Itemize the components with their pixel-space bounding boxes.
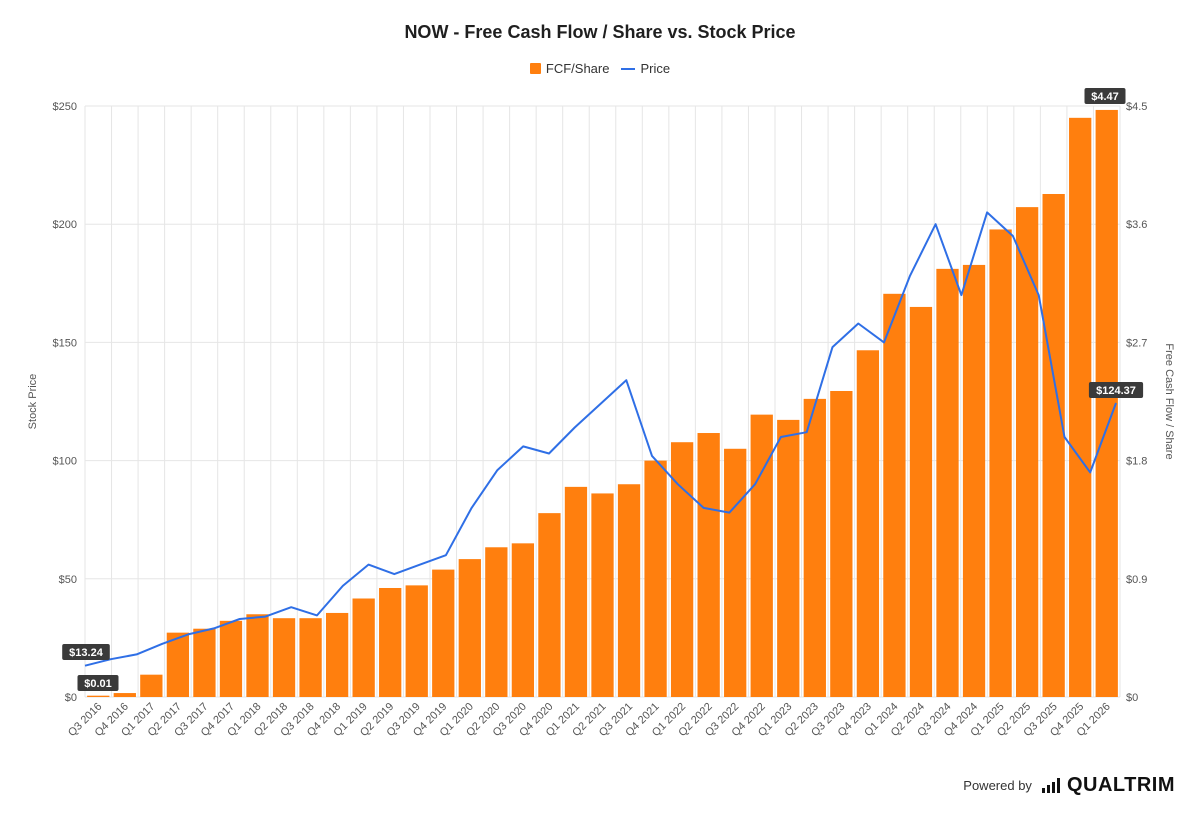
fcf-bar bbox=[1069, 117, 1092, 697]
fcf-bar bbox=[87, 695, 110, 697]
fcf-bar bbox=[379, 587, 402, 697]
callout-fcf-end-label: $4.47 bbox=[1091, 91, 1119, 103]
y-left-tick-label: $250 bbox=[53, 101, 77, 113]
y-left-tick-label: $50 bbox=[59, 574, 77, 586]
fcf-bar bbox=[325, 612, 349, 697]
fcf-bar bbox=[989, 229, 1012, 697]
fcf-bar bbox=[1042, 193, 1065, 697]
powered-by-label: Powered by bbox=[963, 778, 1032, 793]
fcf-bar bbox=[962, 264, 986, 697]
fcf-bar bbox=[803, 398, 826, 697]
fcf-bar bbox=[485, 547, 508, 697]
fcf-bar bbox=[538, 513, 561, 697]
y-right-tick-label: $0 bbox=[1126, 692, 1138, 704]
fcf-bar bbox=[193, 628, 216, 697]
fcf-bar bbox=[113, 693, 136, 697]
callout-fcf-end-box bbox=[1084, 88, 1126, 104]
fcf-bar bbox=[697, 433, 720, 697]
y-right-tick-label: $2.7 bbox=[1126, 337, 1147, 349]
legend-label-price: Price bbox=[640, 61, 671, 76]
brand-logo: QUALTRIM bbox=[1066, 774, 1175, 796]
fcf-bar bbox=[458, 559, 481, 697]
callout-price-end-box bbox=[1088, 382, 1144, 398]
fcf-bar bbox=[856, 350, 880, 697]
fcf-bar bbox=[591, 493, 614, 697]
fcf-bar bbox=[219, 620, 243, 697]
y-right-tick-label: $1.8 bbox=[1126, 456, 1147, 468]
brand-bars-icon bbox=[1041, 778, 1062, 793]
y-left-tick-label: $100 bbox=[53, 456, 77, 468]
y-left-tick-label: $200 bbox=[53, 219, 77, 231]
fcf-bar bbox=[644, 460, 667, 697]
callout-fcf-start-box bbox=[77, 675, 119, 691]
fcf-bar bbox=[511, 543, 535, 697]
fcf-bar bbox=[750, 414, 773, 697]
callout-fcf-start-label: $0.01 bbox=[84, 678, 112, 690]
y-left-axis-title: Stock Price bbox=[27, 374, 39, 430]
legend-item-price[interactable]: Price bbox=[621, 61, 670, 76]
powered-by: Powered by QUALTRIM bbox=[963, 774, 1175, 797]
fcf-bar bbox=[564, 486, 588, 697]
fcf-bar bbox=[830, 390, 853, 697]
legend-item-fcf[interactable]: FCF/Share bbox=[529, 61, 610, 76]
fcf-bar bbox=[777, 419, 800, 697]
fcf-bar bbox=[352, 598, 375, 697]
y-right-tick-label: $0.9 bbox=[1126, 574, 1147, 586]
fcf-bar bbox=[617, 484, 641, 697]
y-right-axis-title: Free Cash Flow / Share bbox=[1163, 343, 1175, 459]
callout-price-start-box bbox=[62, 644, 110, 660]
fcf-bar bbox=[432, 569, 455, 697]
fcf-bar bbox=[936, 268, 959, 697]
fcf-bar bbox=[246, 614, 269, 697]
fcf-bar bbox=[670, 442, 694, 697]
callout-price-end-label: $124.37 bbox=[1096, 385, 1136, 397]
legend-label-fcf: FCF/Share bbox=[545, 61, 610, 76]
fcf-bar bbox=[1095, 109, 1118, 697]
fcf-bar bbox=[1015, 207, 1039, 698]
fcf-bar bbox=[724, 448, 747, 697]
fcf-bar bbox=[272, 618, 296, 697]
y-left-tick-label: $0 bbox=[65, 692, 77, 704]
y-right-tick-label: $4.5 bbox=[1126, 101, 1147, 113]
y-right-tick-label: $3.6 bbox=[1126, 219, 1147, 231]
callout-price-start-label: $13.24 bbox=[69, 647, 104, 659]
fcf-bar bbox=[883, 293, 906, 697]
chart-legend: FCF/Share Price bbox=[0, 61, 1200, 76]
y-left-tick-label: $150 bbox=[53, 337, 77, 349]
fcf-bar bbox=[140, 674, 163, 697]
legend-swatch-fcf bbox=[529, 63, 541, 74]
fcf-bar bbox=[909, 306, 933, 697]
fcf-bar bbox=[166, 632, 190, 697]
fcf-bar bbox=[299, 618, 322, 697]
chart-title: NOW - Free Cash Flow / Share vs. Stock P… bbox=[404, 22, 796, 42]
fcf-bar bbox=[405, 585, 428, 697]
legend-swatch-price bbox=[621, 67, 636, 70]
